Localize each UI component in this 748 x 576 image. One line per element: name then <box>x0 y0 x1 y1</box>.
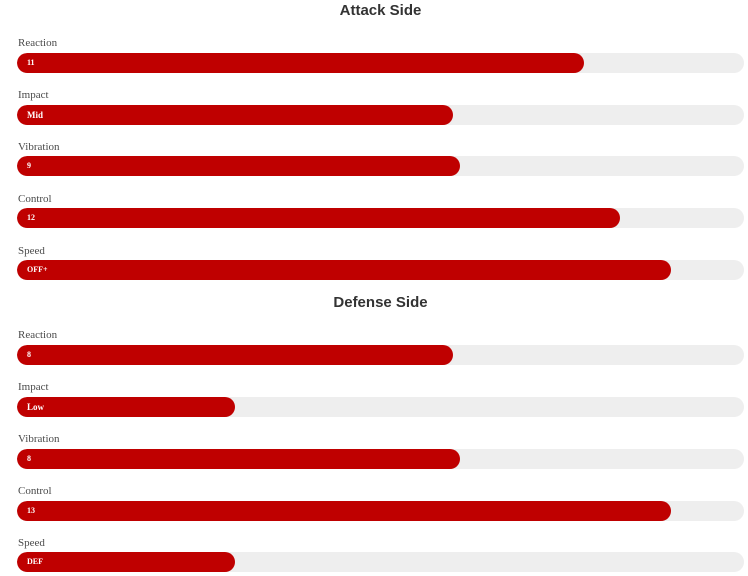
section-title-defense: Defense Side <box>333 294 428 311</box>
section-title-attack: Attack Side <box>339 2 422 19</box>
stat-bar-fill: Low <box>17 397 236 417</box>
stat-label-defense-vibration: Vibration <box>18 433 60 445</box>
stat-bar-fill: 8 <box>17 345 454 365</box>
stat-bar-defense-vibration: 8 <box>17 449 744 469</box>
stat-value: 8 <box>27 454 31 463</box>
stat-label-attack-reaction: Reaction <box>18 37 58 49</box>
stat-bar-defense-impact: Low <box>17 397 744 417</box>
stat-value: Mid <box>27 110 44 120</box>
stat-label-attack-vibration: Vibration <box>18 141 60 153</box>
stat-label-attack-speed: Speed <box>18 245 45 257</box>
stat-bar-defense-speed: DEF <box>17 552 744 572</box>
stat-bar-attack-vibration: 9 <box>17 156 744 176</box>
stat-bar-fill: DEF <box>17 552 236 572</box>
stat-value: 13 <box>27 506 35 515</box>
stat-bar-attack-reaction: 11 <box>17 53 744 73</box>
stat-bar-fill: Mid <box>17 105 454 125</box>
stat-bar-fill: 12 <box>17 208 621 228</box>
stat-bar-defense-reaction: 8 <box>17 345 744 365</box>
stat-bar-defense-control: 13 <box>17 501 744 521</box>
stat-label-defense-impact: Impact <box>18 381 49 393</box>
stat-value: 11 <box>27 58 35 67</box>
stat-bar-attack-control: 12 <box>17 208 744 228</box>
stat-value: 12 <box>27 213 35 222</box>
stat-label-defense-speed: Speed <box>18 537 45 549</box>
stat-bar-fill: 11 <box>17 53 585 73</box>
stat-value: 9 <box>27 161 31 170</box>
stat-bar-attack-speed: OFF+ <box>17 260 744 280</box>
stat-label-attack-control: Control <box>18 193 52 205</box>
stat-value: OFF+ <box>27 265 48 274</box>
stat-bar-fill: OFF+ <box>17 260 672 280</box>
stat-label-defense-control: Control <box>18 485 52 497</box>
stat-value: Low <box>27 402 45 412</box>
stat-bar-fill: 13 <box>17 501 672 521</box>
stat-value: DEF <box>27 557 43 566</box>
stat-label-attack-impact: Impact <box>18 89 49 101</box>
stat-bar-fill: 8 <box>17 449 461 469</box>
stat-bar-attack-impact: Mid <box>17 105 744 125</box>
stat-label-defense-reaction: Reaction <box>18 329 58 341</box>
stat-bar-fill: 9 <box>17 156 461 176</box>
stat-value: 8 <box>27 350 31 359</box>
